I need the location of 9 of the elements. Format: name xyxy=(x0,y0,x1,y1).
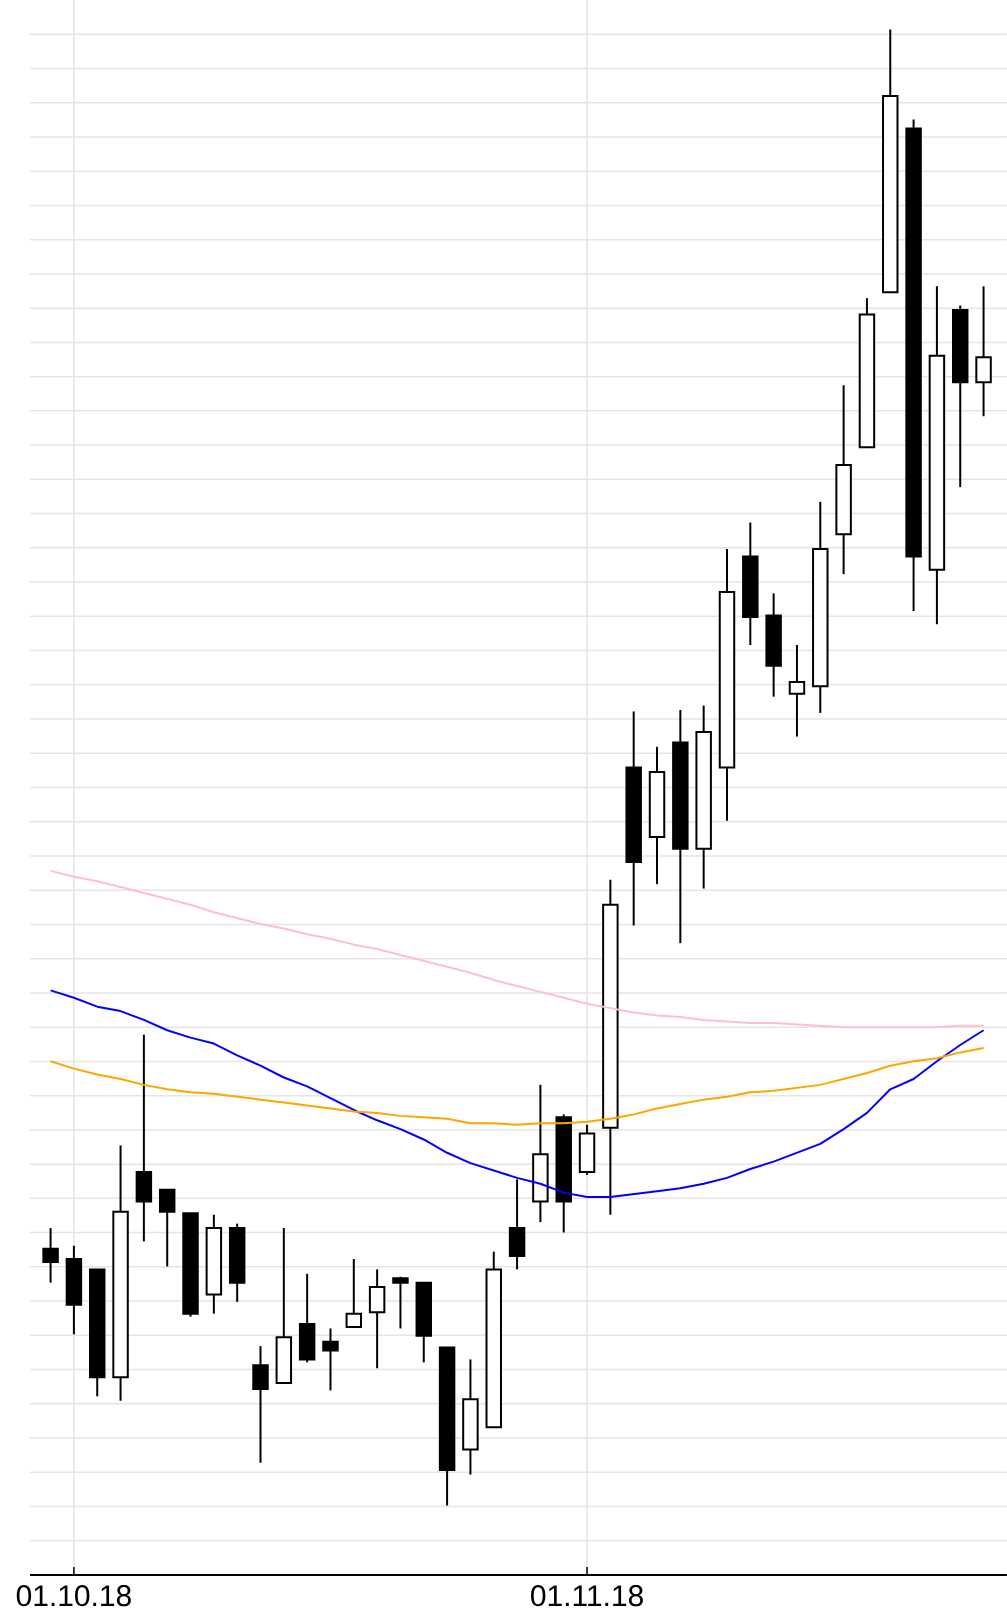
candlestick xyxy=(392,1275,409,1330)
candlestick xyxy=(159,1188,176,1268)
candlestick xyxy=(788,644,806,738)
candlestick xyxy=(252,1345,269,1464)
x-tick-label: 01.11.18 xyxy=(531,1585,643,1607)
candlestick xyxy=(42,1227,59,1284)
candlestick xyxy=(322,1327,339,1392)
candlestick xyxy=(345,1258,363,1328)
x-tick-label: 01.10.18 xyxy=(16,1585,131,1607)
